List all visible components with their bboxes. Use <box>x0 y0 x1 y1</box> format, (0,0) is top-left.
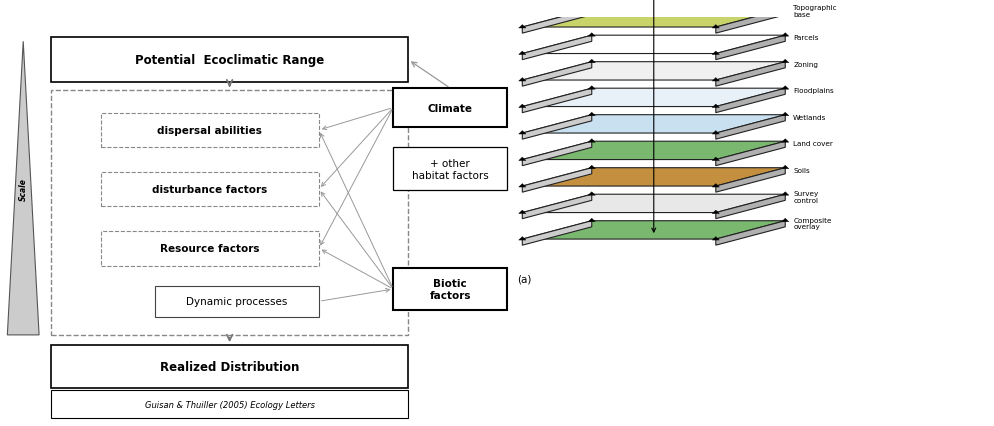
FancyBboxPatch shape <box>51 38 408 83</box>
Polygon shape <box>518 78 526 82</box>
Polygon shape <box>715 10 784 34</box>
Polygon shape <box>522 63 591 87</box>
Text: Scale: Scale <box>19 177 28 200</box>
Text: Dynamic processes: Dynamic processes <box>186 296 287 307</box>
Polygon shape <box>522 89 591 113</box>
Polygon shape <box>715 115 784 140</box>
Text: Topographic
base: Topographic base <box>792 6 836 18</box>
Text: + other
habitat factors: + other habitat factors <box>412 158 488 180</box>
Polygon shape <box>518 131 526 135</box>
Polygon shape <box>715 221 784 246</box>
Polygon shape <box>587 166 594 169</box>
Polygon shape <box>518 237 526 241</box>
Polygon shape <box>712 26 719 29</box>
Polygon shape <box>712 78 719 82</box>
Polygon shape <box>712 184 719 187</box>
Polygon shape <box>522 63 784 81</box>
FancyBboxPatch shape <box>51 345 408 388</box>
Polygon shape <box>587 113 594 116</box>
Text: Guisan & Thuiller (2005) Ecology Letters: Guisan & Thuiller (2005) Ecology Letters <box>144 400 314 409</box>
Text: Soils: Soils <box>792 167 809 173</box>
Polygon shape <box>522 115 591 140</box>
Polygon shape <box>522 10 591 34</box>
Text: (a): (a) <box>517 274 531 284</box>
Polygon shape <box>715 89 784 113</box>
Polygon shape <box>587 7 594 11</box>
Polygon shape <box>522 89 784 107</box>
Polygon shape <box>715 36 784 60</box>
Text: Potential  Ecoclimatic Range: Potential Ecoclimatic Range <box>135 54 324 67</box>
Text: Composite
overlay: Composite overlay <box>792 217 831 230</box>
Polygon shape <box>522 142 591 166</box>
Polygon shape <box>712 158 719 161</box>
Polygon shape <box>522 195 784 213</box>
FancyBboxPatch shape <box>393 148 507 191</box>
Polygon shape <box>781 7 788 11</box>
Text: Wetlands: Wetlands <box>792 115 826 121</box>
Text: Biotic
factors: Biotic factors <box>429 279 470 300</box>
Polygon shape <box>715 168 784 193</box>
Polygon shape <box>715 142 784 166</box>
Text: Survey
control: Survey control <box>792 190 818 203</box>
Polygon shape <box>518 158 526 161</box>
Polygon shape <box>781 60 788 63</box>
Polygon shape <box>522 115 784 134</box>
Polygon shape <box>522 142 784 160</box>
Polygon shape <box>522 10 784 28</box>
Polygon shape <box>781 86 788 90</box>
Text: Realized Distribution: Realized Distribution <box>160 360 299 373</box>
Polygon shape <box>522 168 784 187</box>
Polygon shape <box>712 237 719 241</box>
Polygon shape <box>781 34 788 37</box>
Polygon shape <box>587 219 594 222</box>
Text: Resource factors: Resource factors <box>160 244 259 253</box>
Polygon shape <box>715 63 784 87</box>
Polygon shape <box>587 86 594 90</box>
Polygon shape <box>518 52 526 55</box>
Polygon shape <box>781 166 788 169</box>
Polygon shape <box>781 192 788 196</box>
Polygon shape <box>712 210 719 214</box>
Polygon shape <box>781 113 788 116</box>
Text: Parcels: Parcels <box>792 35 818 41</box>
FancyBboxPatch shape <box>155 286 319 317</box>
FancyBboxPatch shape <box>393 268 507 311</box>
Text: Zoning: Zoning <box>792 62 817 68</box>
Polygon shape <box>587 34 594 37</box>
FancyBboxPatch shape <box>393 89 507 128</box>
Polygon shape <box>518 26 526 29</box>
Text: Land cover: Land cover <box>792 141 832 147</box>
Polygon shape <box>712 52 719 55</box>
Polygon shape <box>522 36 784 55</box>
FancyBboxPatch shape <box>100 113 319 148</box>
FancyBboxPatch shape <box>51 390 408 418</box>
Polygon shape <box>522 195 591 219</box>
Polygon shape <box>781 219 788 222</box>
Polygon shape <box>518 210 526 214</box>
Polygon shape <box>715 195 784 219</box>
Polygon shape <box>712 131 719 135</box>
FancyBboxPatch shape <box>100 231 319 266</box>
Polygon shape <box>587 60 594 63</box>
Text: dispersal abilities: dispersal abilities <box>157 126 262 135</box>
Text: Climate: Climate <box>427 104 472 113</box>
Polygon shape <box>522 221 784 239</box>
Polygon shape <box>522 36 591 60</box>
Polygon shape <box>522 168 591 193</box>
Polygon shape <box>518 184 526 187</box>
Polygon shape <box>522 221 591 246</box>
Polygon shape <box>587 192 594 196</box>
FancyBboxPatch shape <box>100 173 319 207</box>
Polygon shape <box>587 139 594 143</box>
Text: Floodplains: Floodplains <box>792 88 833 94</box>
Polygon shape <box>518 105 526 108</box>
Polygon shape <box>7 42 39 335</box>
Polygon shape <box>781 139 788 143</box>
Text: disturbance factors: disturbance factors <box>152 185 267 195</box>
Polygon shape <box>712 105 719 108</box>
